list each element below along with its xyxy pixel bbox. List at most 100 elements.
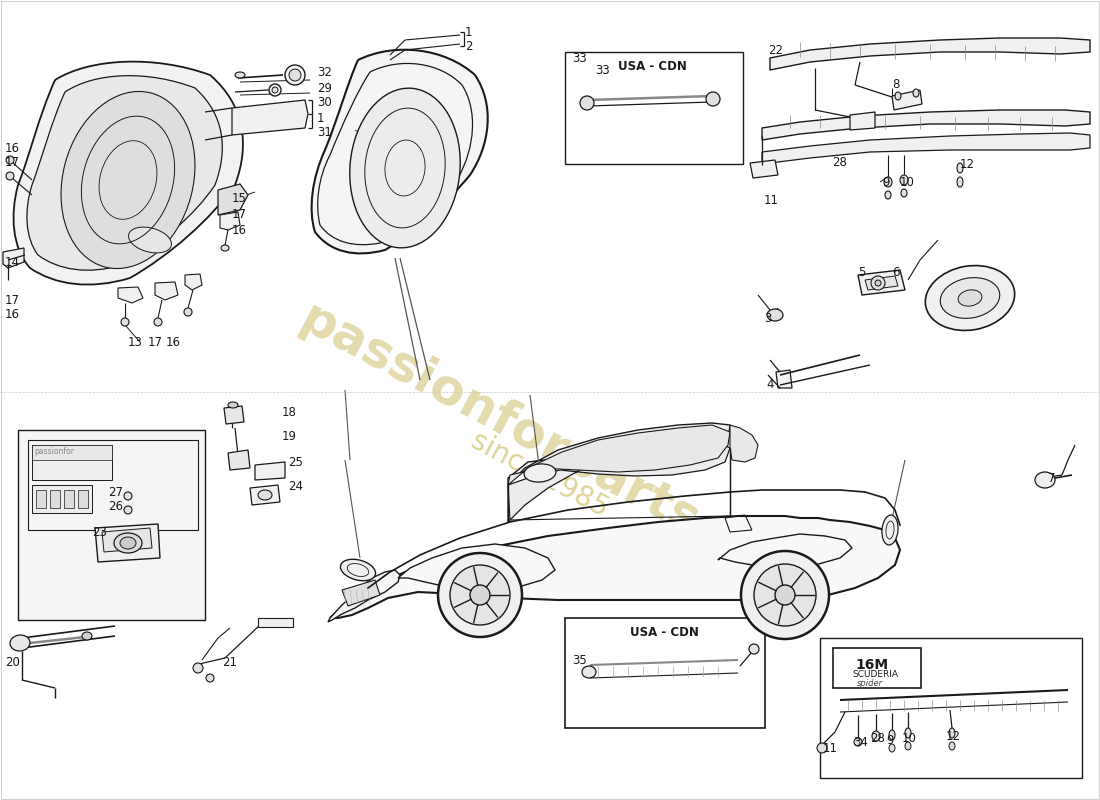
Text: 11: 11 — [823, 742, 838, 754]
Ellipse shape — [129, 227, 172, 253]
Ellipse shape — [882, 515, 898, 545]
Bar — [565, 618, 764, 728]
Circle shape — [470, 585, 490, 605]
Polygon shape — [718, 534, 852, 568]
Ellipse shape — [60, 91, 195, 269]
Polygon shape — [3, 248, 24, 268]
Ellipse shape — [6, 156, 14, 164]
Polygon shape — [102, 528, 152, 552]
Text: 12: 12 — [946, 730, 961, 743]
Bar — [565, 52, 742, 164]
Text: 17: 17 — [148, 335, 163, 349]
Polygon shape — [730, 425, 758, 462]
Ellipse shape — [905, 728, 911, 738]
Text: 10: 10 — [902, 733, 917, 746]
Polygon shape — [770, 38, 1090, 70]
Circle shape — [754, 564, 816, 626]
Text: 16M: 16M — [855, 658, 888, 672]
Text: 6: 6 — [892, 266, 900, 278]
Polygon shape — [892, 90, 922, 110]
Text: 19: 19 — [282, 430, 297, 443]
Ellipse shape — [192, 663, 204, 673]
Text: 35: 35 — [572, 654, 586, 666]
Bar — [820, 638, 1082, 778]
PathPatch shape — [26, 76, 222, 270]
Text: 18: 18 — [282, 406, 297, 418]
Ellipse shape — [10, 635, 30, 651]
Ellipse shape — [957, 163, 962, 173]
Ellipse shape — [872, 731, 880, 741]
Text: 24: 24 — [288, 481, 302, 494]
Text: 9: 9 — [886, 734, 893, 746]
Ellipse shape — [886, 191, 891, 199]
Polygon shape — [750, 160, 778, 178]
Polygon shape — [398, 544, 556, 590]
Ellipse shape — [905, 742, 911, 750]
Text: 3: 3 — [764, 311, 771, 325]
Text: USA - CDN: USA - CDN — [630, 626, 698, 638]
Ellipse shape — [6, 172, 14, 180]
Polygon shape — [328, 570, 400, 622]
Bar — [78, 490, 88, 508]
Circle shape — [285, 65, 305, 85]
Text: 20: 20 — [6, 655, 20, 669]
Ellipse shape — [221, 245, 229, 251]
Bar — [32, 445, 112, 460]
Text: 11: 11 — [764, 194, 779, 206]
Text: 10: 10 — [900, 175, 915, 189]
Text: 28: 28 — [870, 733, 884, 746]
Polygon shape — [228, 450, 250, 470]
Ellipse shape — [958, 290, 982, 306]
Ellipse shape — [895, 92, 901, 100]
Bar — [833, 648, 921, 688]
Ellipse shape — [874, 280, 881, 286]
Text: 16: 16 — [232, 223, 248, 237]
Polygon shape — [250, 485, 280, 505]
Ellipse shape — [206, 674, 214, 682]
Ellipse shape — [121, 318, 129, 326]
Polygon shape — [865, 276, 898, 290]
Text: 16: 16 — [166, 335, 182, 349]
Text: 9: 9 — [882, 175, 890, 189]
Ellipse shape — [120, 537, 136, 549]
Polygon shape — [218, 184, 248, 215]
Bar — [28, 440, 198, 530]
Text: spider: spider — [857, 679, 883, 688]
Text: 16: 16 — [6, 309, 20, 322]
Text: 33: 33 — [572, 51, 586, 65]
Text: 17: 17 — [6, 157, 20, 170]
Text: 7: 7 — [1048, 471, 1056, 485]
Circle shape — [450, 565, 510, 625]
Ellipse shape — [884, 177, 892, 187]
Polygon shape — [155, 282, 178, 300]
Text: 23: 23 — [92, 526, 107, 538]
Text: 16: 16 — [6, 142, 20, 154]
Text: SCUDERIA: SCUDERIA — [852, 670, 898, 679]
Ellipse shape — [925, 266, 1014, 330]
Text: 33: 33 — [595, 63, 609, 77]
Bar — [36, 490, 46, 508]
Polygon shape — [508, 442, 730, 522]
Text: 5: 5 — [858, 266, 866, 278]
Text: 4: 4 — [766, 378, 773, 391]
Ellipse shape — [949, 728, 955, 738]
Text: 28: 28 — [832, 155, 847, 169]
Ellipse shape — [1035, 472, 1055, 488]
Ellipse shape — [871, 276, 886, 290]
Circle shape — [706, 92, 721, 106]
Polygon shape — [858, 270, 905, 295]
Polygon shape — [762, 110, 1090, 140]
Ellipse shape — [901, 189, 908, 197]
Ellipse shape — [184, 308, 192, 316]
Ellipse shape — [854, 738, 862, 746]
Text: 25: 25 — [288, 455, 302, 469]
Bar — [258, 618, 293, 627]
Circle shape — [741, 551, 829, 639]
Text: passionfor: passionfor — [34, 447, 74, 457]
Ellipse shape — [889, 744, 895, 752]
Text: 29: 29 — [317, 82, 332, 94]
Ellipse shape — [82, 632, 92, 640]
Ellipse shape — [749, 644, 759, 654]
Polygon shape — [95, 524, 160, 562]
Text: since 1985: since 1985 — [466, 427, 614, 523]
